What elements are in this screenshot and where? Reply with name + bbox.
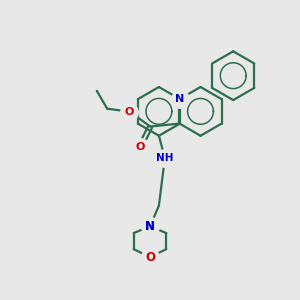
Point [148, 224, 152, 229]
Text: NH: NH [156, 153, 174, 163]
Point [163, 156, 167, 161]
Point [137, 145, 142, 150]
Point [148, 255, 152, 260]
Text: N: N [145, 220, 155, 233]
Text: N: N [145, 220, 155, 233]
Text: N: N [176, 94, 184, 104]
Point [178, 97, 182, 102]
Point [148, 224, 152, 229]
Point [127, 109, 132, 114]
Text: O: O [145, 250, 155, 264]
Text: O: O [135, 142, 145, 152]
Text: O: O [125, 107, 134, 117]
